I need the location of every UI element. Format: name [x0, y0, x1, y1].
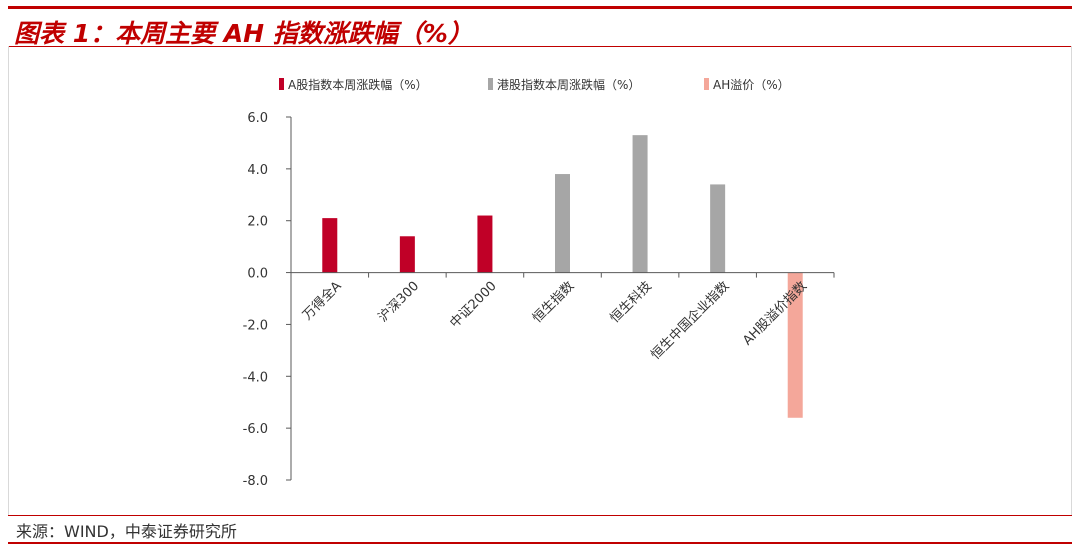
x-category-label: 恒生指数: [530, 279, 577, 326]
title-divider: [8, 46, 1072, 47]
bar: [322, 218, 338, 273]
y-axis: 6.0 4.0 2.0 0.0 -2.0 -4.0 -6.0 -8.0: [243, 111, 292, 489]
header-top-rule: [8, 6, 1072, 9]
bar: [555, 174, 570, 273]
y-tick-label: 6.0: [247, 111, 268, 126]
source-note: 来源：WIND，中泰证券研究所: [16, 522, 237, 541]
bar: [787, 272, 803, 418]
y-tick-label: -8.0: [243, 474, 268, 489]
bar: [710, 184, 726, 273]
y-tick-label: 2.0: [247, 215, 268, 230]
legend-label: A股指数本周涨跌幅（%）: [288, 77, 428, 92]
chart-legend: A股指数本周涨跌幅（%） 港股指数本周涨跌幅（%） AH溢价（%）: [279, 77, 790, 92]
y-tick-label: 4.0: [247, 163, 268, 178]
chart-frame: [8, 46, 1072, 516]
x-category-label: 沪深300: [375, 278, 422, 325]
y-tick-label: -4.0: [243, 370, 268, 385]
bar: [399, 236, 415, 273]
y-tick-label: -2.0: [243, 318, 268, 333]
x-category-label: 恒生科技: [608, 279, 655, 326]
footer-bottom-rule: [8, 542, 1072, 544]
x-category-label: 恒生中国企业指数: [648, 278, 733, 363]
legend-label: 港股指数本周涨跌幅（%）: [497, 77, 640, 92]
legend-label: AH溢价（%）: [713, 78, 790, 92]
x-category-label: 万得全A: [299, 278, 344, 323]
x-category-label: 中证2000: [447, 279, 499, 331]
y-tick-label: 0.0: [247, 267, 268, 282]
y-tick-label: -6.0: [243, 422, 268, 437]
footer-rule: [8, 515, 1072, 516]
bars: [322, 135, 803, 418]
legend-swatch: [704, 78, 709, 90]
legend-swatch: [488, 78, 493, 90]
bar: [477, 215, 493, 273]
page-title: 图表 1：本周主要 AH 指数涨跌幅（%）: [14, 19, 473, 48]
legend-swatch: [279, 78, 284, 90]
bar: [632, 135, 648, 273]
